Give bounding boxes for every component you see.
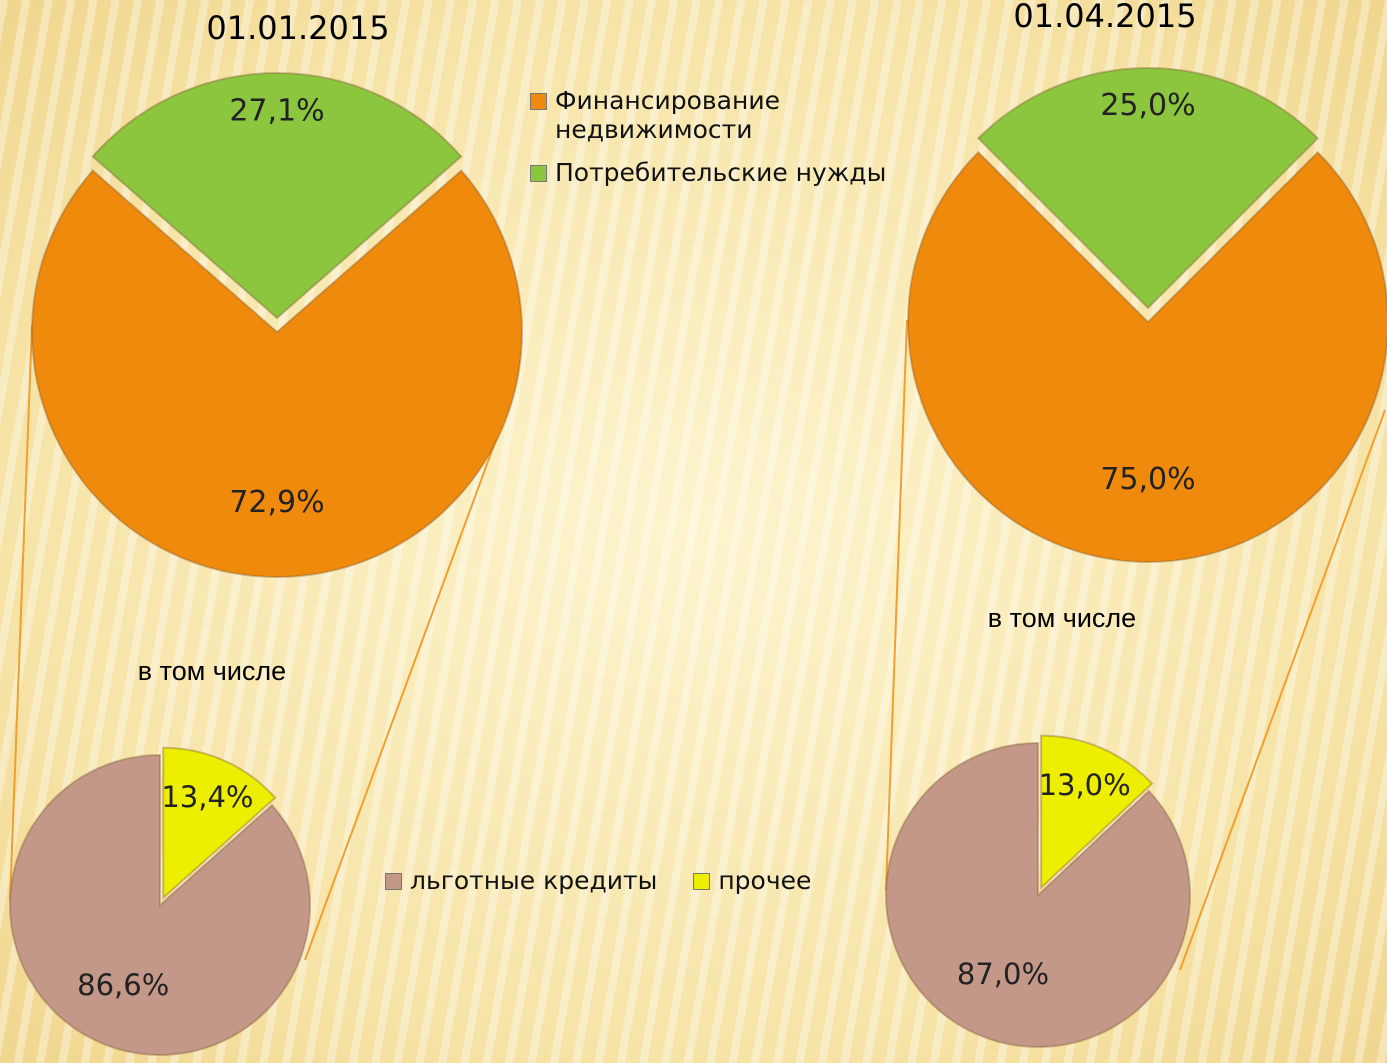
connectors [9,319,1386,971]
legend-item: Потребительские нужды [530,158,910,187]
pie-slice [9,753,311,1056]
data-label: 86,6% [77,968,169,1002]
data-label: 13,4% [161,780,253,814]
data-label: 87,0% [957,957,1049,991]
legend-item: льготные кредиты [385,866,657,895]
connector [1179,409,1386,971]
pie-slice [91,72,463,320]
legend-swatch [530,93,547,110]
connector [885,319,908,891]
legend-label: Потребительские нужды [555,158,887,187]
chart-title: 01.04.2015 [1013,0,1196,35]
connector [9,324,33,901]
legend-label: Финансирование недвижимости [555,86,780,144]
pie-slice [1040,734,1154,890]
pie [885,734,1191,1048]
legend-item: прочее [693,866,811,895]
pie [9,746,311,1056]
chart-subtitle: в том числе [988,603,1136,633]
pie-slice [976,66,1320,310]
legend: Финансирование недвижимости Потребительск… [530,86,910,201]
legend-swatch [385,873,402,890]
data-label: 72,9% [229,485,324,520]
chart-title: 01.01.2015 [206,9,389,47]
data-label: 75,0% [1100,462,1195,497]
pie-slice [907,150,1387,563]
data-label: 25,0% [1100,88,1195,123]
pie-slice [885,741,1191,1048]
legend-swatch [693,873,711,890]
connector [304,414,506,961]
pie-slice [162,746,277,900]
pie [31,72,523,578]
data-label: 27,1% [229,94,324,129]
pie [907,66,1387,563]
data-label: 13,0% [1039,768,1131,802]
pie-slice [31,169,523,578]
chart-subtitle: в том числе [138,656,286,686]
legend-label: льготные кредиты [410,866,658,895]
legend-swatch [530,165,547,182]
legend-label: прочее [718,866,812,895]
legend: льготные кредиты прочее [385,866,847,909]
legend-item: Финансирование недвижимости [530,86,910,144]
